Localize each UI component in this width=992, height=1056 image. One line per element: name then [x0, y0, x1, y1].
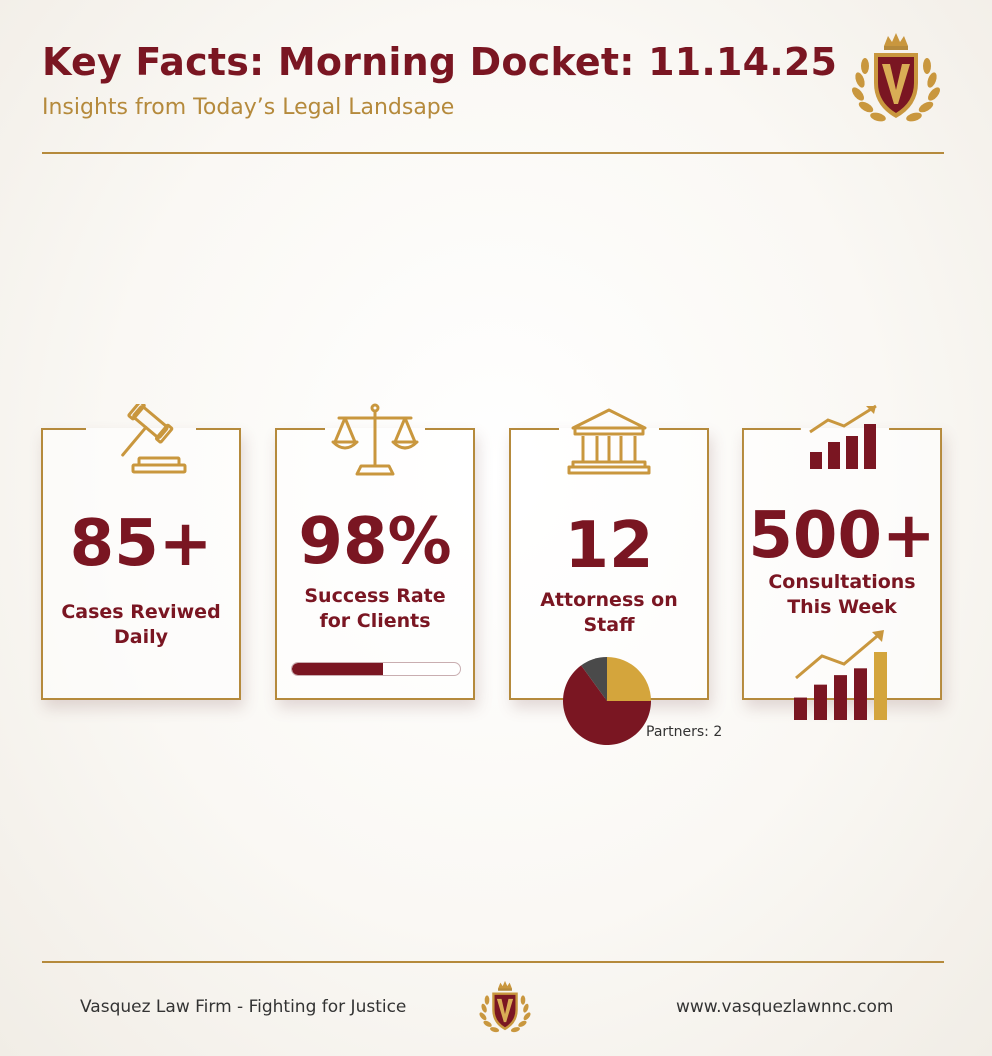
footer-divider	[42, 961, 944, 963]
stat-label-line: Attorness on	[540, 589, 678, 611]
success-progress-fill	[292, 663, 383, 675]
trend-line	[795, 630, 883, 680]
stat-value: 500+	[748, 499, 936, 573]
courthouse-icon	[567, 408, 651, 475]
firm-crest-logo	[846, 28, 946, 128]
stat-value: 98%	[298, 505, 452, 579]
scales-icon	[331, 403, 419, 476]
footer-website-link[interactable]: www.vasquezlawnnc.com	[676, 997, 894, 1017]
stat-label: Attorness on Staff	[519, 588, 699, 638]
page-title: Key Facts: Morning Docket: 11.14.25	[42, 40, 838, 84]
success-progress-bar	[291, 662, 461, 676]
attorney-pie-chart	[563, 657, 651, 745]
card-frame	[41, 428, 241, 700]
mini-chart-bar	[874, 652, 887, 720]
stat-label-line: Consultations	[768, 571, 916, 593]
pie-slice-partners	[581, 657, 607, 701]
growth-chart-icon	[809, 404, 877, 469]
pie-slice-associates	[563, 665, 651, 745]
mini-chart-bar	[854, 668, 867, 720]
stat-label-line: for Clients	[319, 610, 431, 632]
stat-label: Success Rate for Clients	[285, 584, 465, 634]
stat-label-line: Daily	[113, 626, 168, 648]
pie-label-partners: Partners: 2	[646, 724, 723, 740]
mini-chart-bar	[834, 675, 847, 720]
header-divider	[42, 152, 944, 154]
card-frame	[275, 428, 475, 700]
stat-card-success: 98% Success Rate for Clients	[275, 403, 475, 700]
consultations-mini-bar-chart	[794, 630, 887, 720]
stat-label-line: Cases Reviwed	[61, 601, 221, 623]
stat-label: Consultations This Week	[752, 570, 932, 620]
page-subtitle: Insights from Today’s Legal Landsape	[42, 95, 455, 120]
stat-label-line: This Week	[787, 596, 897, 618]
stat-label: Cases Reviwed Daily	[51, 600, 231, 650]
footer-firm-tagline: Vasquez Law Firm - Fighting for Justice	[80, 997, 407, 1017]
stat-value: 85+	[69, 507, 213, 581]
mini-chart-bar	[814, 684, 827, 720]
footer-crest-logo	[476, 978, 534, 1036]
pie-slice-staff	[607, 657, 651, 701]
gavel-icon	[121, 404, 187, 474]
stat-label-line: Staff	[583, 614, 635, 636]
stat-label-line: Success Rate	[304, 585, 446, 607]
stat-card-cases: 85+ Cases Reviwed Daily	[41, 404, 241, 700]
stat-value: 12	[564, 509, 654, 583]
stat-card-consultations: 500+ Consultations This Week	[742, 404, 942, 720]
trend-arrowhead	[872, 630, 884, 642]
mini-chart-bar	[794, 697, 807, 720]
